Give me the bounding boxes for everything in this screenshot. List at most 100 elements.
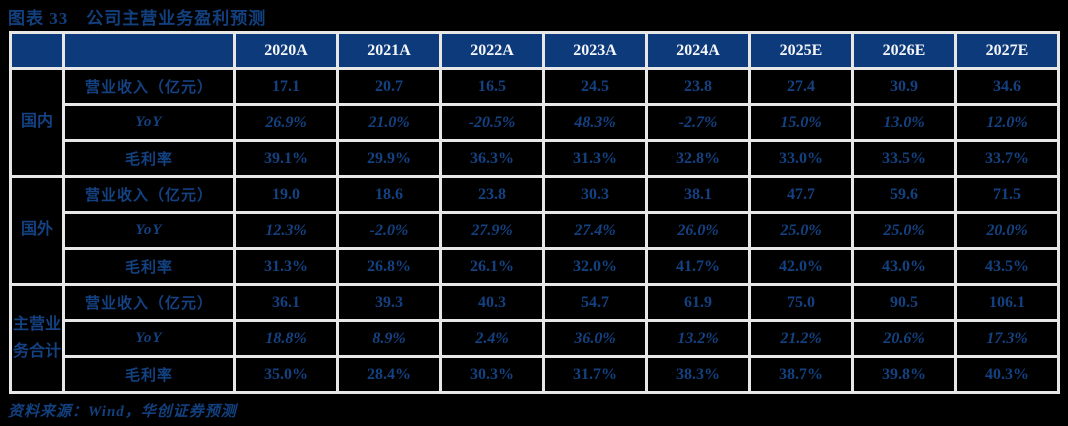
metric-label: YoY xyxy=(65,214,233,247)
value-cell: 54.7 xyxy=(545,286,645,319)
value-cell: -2.7% xyxy=(648,106,748,139)
value-cell: 106.1 xyxy=(957,286,1057,319)
year-header-2022a: 2022A xyxy=(442,34,542,67)
value-cell: 47.7 xyxy=(751,178,851,211)
table-row-total-yoy: YoY 18.8% 8.9% 2.4% 36.0% 13.2% 21.2% 20… xyxy=(12,322,1057,355)
metric-label: 营业收入（亿元） xyxy=(65,70,233,103)
value-cell: 17.1 xyxy=(236,70,336,103)
table-row-domestic-yoy: YoY 26.9% 21.0% -20.5% 48.3% -2.7% 15.0%… xyxy=(12,106,1057,139)
value-cell: 38.3% xyxy=(648,358,748,391)
metric-label: 毛利率 xyxy=(65,250,233,283)
value-cell: 38.7% xyxy=(751,358,851,391)
value-cell: 16.5 xyxy=(442,70,542,103)
table-row-overseas-revenue: 国外 营业收入（亿元） 19.0 18.6 23.8 30.3 38.1 47.… xyxy=(12,178,1057,283)
value-cell: 39.8% xyxy=(854,358,954,391)
value-cell: 29.9% xyxy=(339,142,439,175)
value-cell: 33.7% xyxy=(957,142,1057,175)
value-cell: 17.3% xyxy=(957,322,1057,355)
value-cell: 26.0% xyxy=(648,214,748,247)
value-cell: 90.5 xyxy=(854,286,954,319)
value-cell: 61.9 xyxy=(648,286,748,319)
value-cell: 33.0% xyxy=(751,142,851,175)
metric-label: 毛利率 xyxy=(65,142,233,175)
metric-label: YoY xyxy=(65,106,233,139)
value-cell: 31.3% xyxy=(545,142,645,175)
value-cell: 30.3 xyxy=(545,178,645,211)
value-cell: 34.6 xyxy=(957,70,1057,103)
value-cell: 48.3% xyxy=(545,106,645,139)
value-cell: 15.0% xyxy=(751,106,851,139)
year-header-2024a: 2024A xyxy=(648,34,748,67)
table-row-domestic-margin: 毛利率 39.1% 29.9% 36.3% 31.3% 32.8% 33.0% … xyxy=(12,142,1057,175)
value-cell: 2.4% xyxy=(442,322,542,355)
profit-forecast-table: 2020A 2021A 2022A 2023A 2024A 2025E 2026… xyxy=(9,31,1060,394)
value-cell: 21.0% xyxy=(339,106,439,139)
table-row-total-revenue: 主营业务合计 营业收入（亿元） 36.1 39.3 40.3 54.7 61.9… xyxy=(12,286,1057,391)
value-cell: 59.6 xyxy=(854,178,954,211)
value-cell: 21.2% xyxy=(751,322,851,355)
value-cell: 32.0% xyxy=(545,250,645,283)
value-cell: 43.0% xyxy=(854,250,954,283)
value-cell: 20.6% xyxy=(854,322,954,355)
value-cell: 25.0% xyxy=(751,214,851,247)
value-cell: 43.5% xyxy=(957,250,1057,283)
value-cell: 36.3% xyxy=(442,142,542,175)
value-cell: 24.5 xyxy=(545,70,645,103)
corner-cell-metric xyxy=(65,34,233,67)
value-cell: 39.3 xyxy=(339,286,439,319)
value-cell: 26.1% xyxy=(442,250,542,283)
value-cell: 41.7% xyxy=(648,250,748,283)
source-note: 资料来源：Wind，华创证券预测 xyxy=(8,404,237,420)
value-cell: 40.3 xyxy=(442,286,542,319)
value-cell: 13.2% xyxy=(648,322,748,355)
value-cell: 40.3% xyxy=(957,358,1057,391)
metric-label: 营业收入（亿元） xyxy=(65,286,233,319)
figure-title: 图表 33 公司主营业务盈利预测 xyxy=(8,9,267,28)
corner-cell-group xyxy=(12,34,62,67)
value-cell: 26.8% xyxy=(339,250,439,283)
value-cell: 23.8 xyxy=(442,178,542,211)
year-header-2025e: 2025E xyxy=(751,34,851,67)
table-row-domestic-revenue: 国内 营业收入（亿元） 17.1 20.7 16.5 24.5 23.8 27.… xyxy=(12,70,1057,175)
value-cell: 27.4% xyxy=(545,214,645,247)
table-row-overseas-yoy: YoY 12.3% -2.0% 27.9% 27.4% 26.0% 25.0% … xyxy=(12,214,1057,247)
value-cell: 30.3% xyxy=(442,358,542,391)
value-cell: 27.9% xyxy=(442,214,542,247)
value-cell: 35.0% xyxy=(236,358,336,391)
year-header-2020a: 2020A xyxy=(236,34,336,67)
value-cell: 25.0% xyxy=(854,214,954,247)
value-cell: 12.3% xyxy=(236,214,336,247)
value-cell: 38.1 xyxy=(648,178,748,211)
value-cell: -20.5% xyxy=(442,106,542,139)
value-cell: 75.0 xyxy=(751,286,851,319)
value-cell: 20.0% xyxy=(957,214,1057,247)
value-cell: 18.8% xyxy=(236,322,336,355)
value-cell: -2.0% xyxy=(339,214,439,247)
table-row-total-margin: 毛利率 35.0% 28.4% 30.3% 31.7% 38.3% 38.7% … xyxy=(12,358,1057,391)
value-cell: 8.9% xyxy=(339,322,439,355)
value-cell: 33.5% xyxy=(854,142,954,175)
value-cell: 32.8% xyxy=(648,142,748,175)
year-header-2021a: 2021A xyxy=(339,34,439,67)
header-row: 2020A 2021A 2022A 2023A 2024A 2025E 2026… xyxy=(12,34,1057,67)
metric-label: 毛利率 xyxy=(65,358,233,391)
year-header-2023a: 2023A xyxy=(545,34,645,67)
value-cell: 18.6 xyxy=(339,178,439,211)
year-header-2026e: 2026E xyxy=(854,34,954,67)
value-cell: 12.0% xyxy=(957,106,1057,139)
value-cell: 31.3% xyxy=(236,250,336,283)
value-cell: 28.4% xyxy=(339,358,439,391)
value-cell: 36.0% xyxy=(545,322,645,355)
value-cell: 39.1% xyxy=(236,142,336,175)
value-cell: 20.7 xyxy=(339,70,439,103)
value-cell: 30.9 xyxy=(854,70,954,103)
metric-label: 营业收入（亿元） xyxy=(65,178,233,211)
group-label-domestic: 国内 xyxy=(12,70,62,175)
group-label-overseas: 国外 xyxy=(12,178,62,283)
value-cell: 13.0% xyxy=(854,106,954,139)
value-cell: 19.0 xyxy=(236,178,336,211)
value-cell: 23.8 xyxy=(648,70,748,103)
year-header-2027e: 2027E xyxy=(957,34,1057,67)
metric-label: YoY xyxy=(65,322,233,355)
